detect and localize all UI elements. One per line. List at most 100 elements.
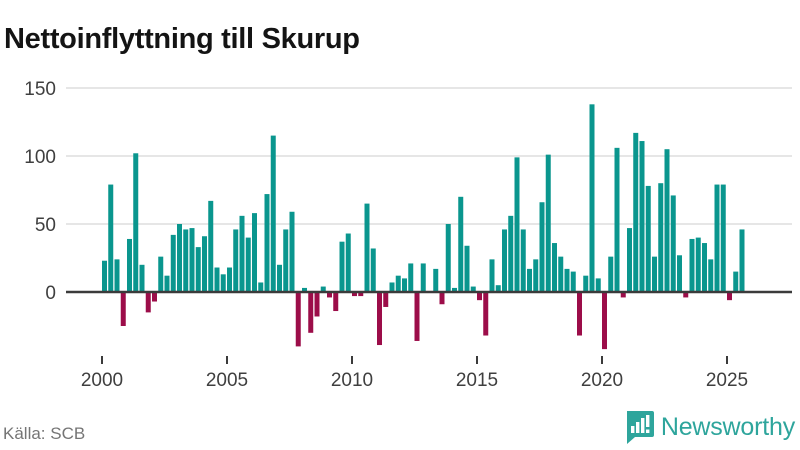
newsworthy-logo: Newsworthy <box>625 408 795 446</box>
bar-2007-Q2 <box>283 229 289 292</box>
bar-2017-Q3 <box>539 202 545 292</box>
bar-2008-Q2 <box>308 292 314 333</box>
bar-2008-Q3 <box>314 292 320 317</box>
bar-2009-Q2 <box>333 292 339 312</box>
bar-2022-Q2 <box>658 183 664 292</box>
bar-2014-Q2 <box>458 196 464 292</box>
bar-2021-Q4 <box>645 185 651 292</box>
x-tick-label-2000: 2000 <box>81 370 123 391</box>
bar-2022-Q3 <box>664 149 670 292</box>
x-tick-label-2010: 2010 <box>331 370 373 391</box>
bar-2024-Q2 <box>708 259 714 292</box>
bar-2002-Q4 <box>170 234 176 292</box>
bar-2009-Q1 <box>327 292 332 298</box>
y-tick-label-100: 100 <box>24 147 56 168</box>
bar-2018-Q2 <box>558 256 564 292</box>
bar-2008-Q1 <box>302 287 307 292</box>
bar-2004-Q4 <box>220 274 226 292</box>
bar-2021-Q3 <box>639 141 645 292</box>
bar-2001-Q2 <box>133 153 139 292</box>
bar-2000-Q3 <box>114 259 120 292</box>
bar-2019-Q4 <box>595 278 601 292</box>
bar-2005-Q4 <box>245 237 251 292</box>
bar-2010-Q3 <box>364 203 370 292</box>
source-note: Källa: SCB <box>3 424 86 443</box>
bar-2015-Q1 <box>477 292 482 301</box>
bar-2020-Q3 <box>614 147 620 292</box>
bar-2005-Q1 <box>227 267 232 292</box>
bar-2020-Q1 <box>602 292 607 350</box>
bar-2016-Q4 <box>520 229 526 292</box>
bar-2017-Q1 <box>527 268 532 292</box>
bar-series <box>102 104 745 350</box>
bar-2011-Q3 <box>389 282 395 292</box>
bar-2012-Q2 <box>408 263 414 292</box>
bar-2002-Q1 <box>152 292 157 302</box>
bar-2015-Q3 <box>489 259 495 292</box>
bar-2017-Q2 <box>533 259 539 292</box>
bar-2013-Q2 <box>433 268 439 292</box>
bar-2007-Q4 <box>295 292 301 347</box>
bar-2002-Q3 <box>164 275 170 292</box>
bar-2014-Q3 <box>464 245 470 292</box>
bar-2018-Q3 <box>564 268 570 292</box>
x-tick-label-2025: 2025 <box>706 370 748 391</box>
newsworthy-logo-icon <box>626 410 654 444</box>
bar-2021-Q1 <box>627 228 632 292</box>
bar-2025-Q3 <box>739 229 745 292</box>
bar-2020-Q4 <box>620 292 626 298</box>
bar-2022-Q1 <box>652 256 657 292</box>
bar-2000-Q2 <box>108 184 114 292</box>
bar-2007-Q1 <box>277 264 282 292</box>
bar-2011-Q1 <box>377 292 382 346</box>
bar-2014-Q1 <box>452 287 457 292</box>
bar-2010-Q2 <box>358 292 364 297</box>
bar-2020-Q2 <box>608 256 614 292</box>
bar-2013-Q3 <box>439 292 445 305</box>
bar-2003-Q1 <box>177 224 182 292</box>
x-axis-labels: 2000 2005 2010 2015 2020 2025 <box>81 356 748 391</box>
bar-2007-Q3 <box>289 211 295 292</box>
x-tick-label-2005: 2005 <box>206 370 248 391</box>
bar-2005-Q2 <box>233 229 239 292</box>
bar-2002-Q2 <box>158 256 164 292</box>
bar-2001-Q1 <box>127 238 132 292</box>
bar-2001-Q3 <box>139 264 145 292</box>
bar-2021-Q2 <box>633 132 639 292</box>
bar-2000-Q1 <box>102 260 107 292</box>
bar-2024-Q1 <box>702 243 707 292</box>
bar-2003-Q3 <box>189 228 195 292</box>
y-tick-label-0: 0 <box>45 283 56 304</box>
x-tick-label-2020: 2020 <box>581 370 623 391</box>
bar-2009-Q3 <box>339 241 345 292</box>
chart-title: Nettoinflyttning till Skurup <box>4 23 360 56</box>
bar-2016-Q1 <box>502 229 507 292</box>
bar-2025-Q1 <box>727 292 732 301</box>
bar-2018-Q4 <box>570 271 576 292</box>
bar-2006-Q3 <box>264 194 270 292</box>
bar-2017-Q4 <box>545 154 551 292</box>
bar-2008-Q4 <box>320 286 326 292</box>
bar-2010-Q4 <box>370 248 376 292</box>
bar-2018-Q1 <box>552 243 557 292</box>
bar-2005-Q3 <box>239 215 245 292</box>
bar-2006-Q1 <box>252 213 257 292</box>
y-tick-label-50: 50 <box>35 215 56 236</box>
bar-2019-Q2 <box>583 275 589 292</box>
bar-2004-Q3 <box>214 267 220 292</box>
bar-2012-Q4 <box>420 263 426 292</box>
bar-2009-Q4 <box>345 233 351 292</box>
newsworthy-wordmark: Newsworthy <box>660 412 795 441</box>
bar-2010-Q1 <box>352 292 357 297</box>
bar-2004-Q1 <box>202 236 207 292</box>
x-tick-label-2015: 2015 <box>456 370 498 391</box>
bar-2003-Q2 <box>183 229 189 292</box>
bar-2012-Q3 <box>414 292 420 341</box>
bar-2012-Q1 <box>402 278 407 292</box>
bar-2015-Q4 <box>495 285 501 292</box>
bar-2016-Q2 <box>508 215 514 292</box>
bar-2011-Q4 <box>395 275 401 292</box>
bar-2024-Q3 <box>714 184 720 292</box>
bar-2024-Q4 <box>720 184 726 292</box>
